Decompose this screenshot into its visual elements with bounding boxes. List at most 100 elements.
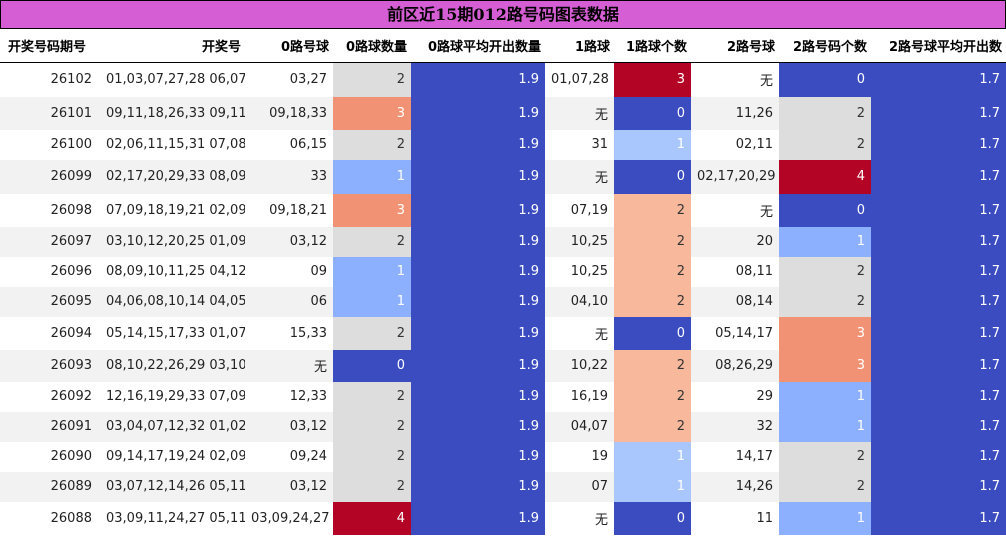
header-row: 开奖号码期号 开奖号 0路号球 0路球数量 0路球平均开出数量 1路球 1路球个… [0, 29, 1006, 63]
route0-count-cell: 3 [333, 96, 411, 130]
route2-avg-cell: 1.7 [871, 129, 1006, 160]
route1-count-cell: 2 [614, 226, 691, 257]
route0-avg-cell: 1.9 [411, 411, 545, 442]
route2-avg-cell: 1.7 [871, 96, 1006, 130]
route2-avg-cell: 1.7 [871, 256, 1006, 287]
table-row: 26100 02,06,11,15,31 07,08 06,15 2 1.9 31 1 02,… [0, 129, 1006, 160]
route2-numbers-cell: 08,26,29 [691, 349, 779, 382]
route0-count-cell: 2 [333, 441, 411, 472]
column-header: 开奖号 [100, 29, 245, 63]
route2-numbers-cell: 20 [691, 226, 779, 257]
route0-avg-cell: 1.9 [411, 226, 545, 257]
column-header: 开奖号码期号 [0, 29, 100, 63]
route0-avg-cell: 1.9 [411, 349, 545, 382]
route2-avg-cell: 1.7 [871, 471, 1006, 502]
draw-numbers-cell: 02,06,11,15,31 07,08 [100, 129, 245, 160]
route2-count-cell: 1 [779, 501, 871, 535]
route1-count-cell: 2 [614, 193, 691, 227]
route0-count-cell: 2 [333, 62, 411, 97]
route0-numbers-cell: 03,12 [245, 471, 333, 502]
route2-numbers-cell: 29 [691, 381, 779, 412]
route1-numbers-cell: 07,19 [545, 193, 614, 227]
route1-count-cell: 0 [614, 501, 691, 535]
route2-numbers-cell: 02,17,20,29 [691, 159, 779, 194]
route0-numbers-cell: 09 [245, 256, 333, 287]
draw-numbers-cell: 09,11,18,26,33 09,11 [100, 96, 245, 130]
route0-count-cell: 2 [333, 226, 411, 257]
route1-numbers-cell: 31 [545, 129, 614, 160]
route2-avg-cell: 1.7 [871, 441, 1006, 472]
route2-avg-cell: 1.7 [871, 226, 1006, 257]
period-cell: 26097 [0, 226, 100, 257]
draw-numbers-cell: 08,09,10,11,25 04,12 [100, 256, 245, 287]
period-cell: 26091 [0, 411, 100, 442]
route0-numbers-cell: 06 [245, 286, 333, 317]
table-row: 26088 03,09,11,24,27 05,11 03,09,24,27 4 1.9… [0, 501, 1006, 535]
route0-count-cell: 2 [333, 129, 411, 160]
route2-numbers-cell: 02,11 [691, 129, 779, 160]
period-cell: 26100 [0, 129, 100, 160]
route0-numbers-cell: 33 [245, 159, 333, 194]
table-row: 26097 03,10,12,20,25 01,09 03,12 2 1.9 10,25 2… [0, 226, 1006, 257]
route0-avg-cell: 1.9 [411, 256, 545, 287]
draw-numbers-cell: 05,14,15,17,33 01,07 [100, 316, 245, 350]
route0-avg-cell: 1.9 [411, 159, 545, 194]
route2-avg-cell: 1.7 [871, 316, 1006, 350]
route2-count-cell: 1 [779, 226, 871, 257]
route0-count-cell: 1 [333, 256, 411, 287]
route2-count-cell: 2 [779, 471, 871, 502]
table-row: 26096 08,09,10,11,25 04,12 09 1 1.9 10,25 2 08,… [0, 256, 1006, 287]
route2-avg-cell: 1.7 [871, 501, 1006, 535]
table-row: 26098 07,09,18,19,21 02,09 09,18,21 3 1.9 07,… [0, 193, 1006, 227]
period-cell: 26089 [0, 471, 100, 502]
column-header: 0路球平均开出数量 [411, 29, 545, 63]
route2-count-cell: 2 [779, 256, 871, 287]
route2-numbers-cell: 14,17 [691, 441, 779, 472]
period-cell: 26093 [0, 349, 100, 382]
route2-count-cell: 1 [779, 381, 871, 412]
draw-numbers-cell: 02,17,20,29,33 08,09 [100, 159, 245, 194]
route2-avg-cell: 1.7 [871, 62, 1006, 97]
route0-numbers-cell: 09,24 [245, 441, 333, 472]
route0-numbers-cell: 03,12 [245, 411, 333, 442]
route1-count-cell: 1 [614, 471, 691, 502]
route1-numbers-cell: 16,19 [545, 381, 614, 412]
route1-numbers-cell: 04,07 [545, 411, 614, 442]
table-row: 26091 03,04,07,12,32 01,02 03,12 2 1.9 04,07 2… [0, 411, 1006, 442]
table-row: 26101 09,11,18,26,33 09,11 09,18,33 3 1.9 无 0 1… [0, 96, 1006, 130]
route2-numbers-cell: 无 [691, 193, 779, 227]
route0-avg-cell: 1.9 [411, 441, 545, 472]
route1-count-cell: 2 [614, 411, 691, 442]
route2-numbers-cell: 11 [691, 501, 779, 535]
table-row: 26089 03,07,12,14,26 05,11 03,12 2 1.9 07 1 14,… [0, 471, 1006, 502]
route0-numbers-cell: 12,33 [245, 381, 333, 412]
route1-numbers-cell: 19 [545, 441, 614, 472]
route0-count-cell: 2 [333, 381, 411, 412]
draw-numbers-cell: 04,06,08,10,14 04,05 [100, 286, 245, 317]
route2-avg-cell: 1.7 [871, 193, 1006, 227]
route0-avg-cell: 1.9 [411, 62, 545, 97]
route2-avg-cell: 1.7 [871, 159, 1006, 194]
route0-count-cell: 3 [333, 193, 411, 227]
route0-avg-cell: 1.9 [411, 501, 545, 535]
route1-count-cell: 0 [614, 96, 691, 130]
route0-avg-cell: 1.9 [411, 286, 545, 317]
route0-avg-cell: 1.9 [411, 381, 545, 412]
route1-count-cell: 3 [614, 62, 691, 97]
period-cell: 26095 [0, 286, 100, 317]
route0-count-cell: 2 [333, 471, 411, 502]
column-header: 0路球数量 [333, 29, 411, 63]
column-header: 2路号球 [691, 29, 779, 63]
data-table: 开奖号码期号 开奖号 0路号球 0路球数量 0路球平均开出数量 1路球 1路球个… [0, 29, 1006, 535]
draw-numbers-cell: 03,10,12,20,25 01,09 [100, 226, 245, 257]
route2-count-cell: 2 [779, 129, 871, 160]
table-row: 26094 05,14,15,17,33 01,07 15,33 2 1.9 无 0 05,1… [0, 316, 1006, 350]
route0-numbers-cell: 无 [245, 349, 333, 382]
route1-count-cell: 1 [614, 441, 691, 472]
route1-count-cell: 1 [614, 129, 691, 160]
route0-numbers-cell: 15,33 [245, 316, 333, 350]
draw-numbers-cell: 08,10,22,26,29 03,10 [100, 349, 245, 382]
route2-numbers-cell: 32 [691, 411, 779, 442]
route2-avg-cell: 1.7 [871, 349, 1006, 382]
